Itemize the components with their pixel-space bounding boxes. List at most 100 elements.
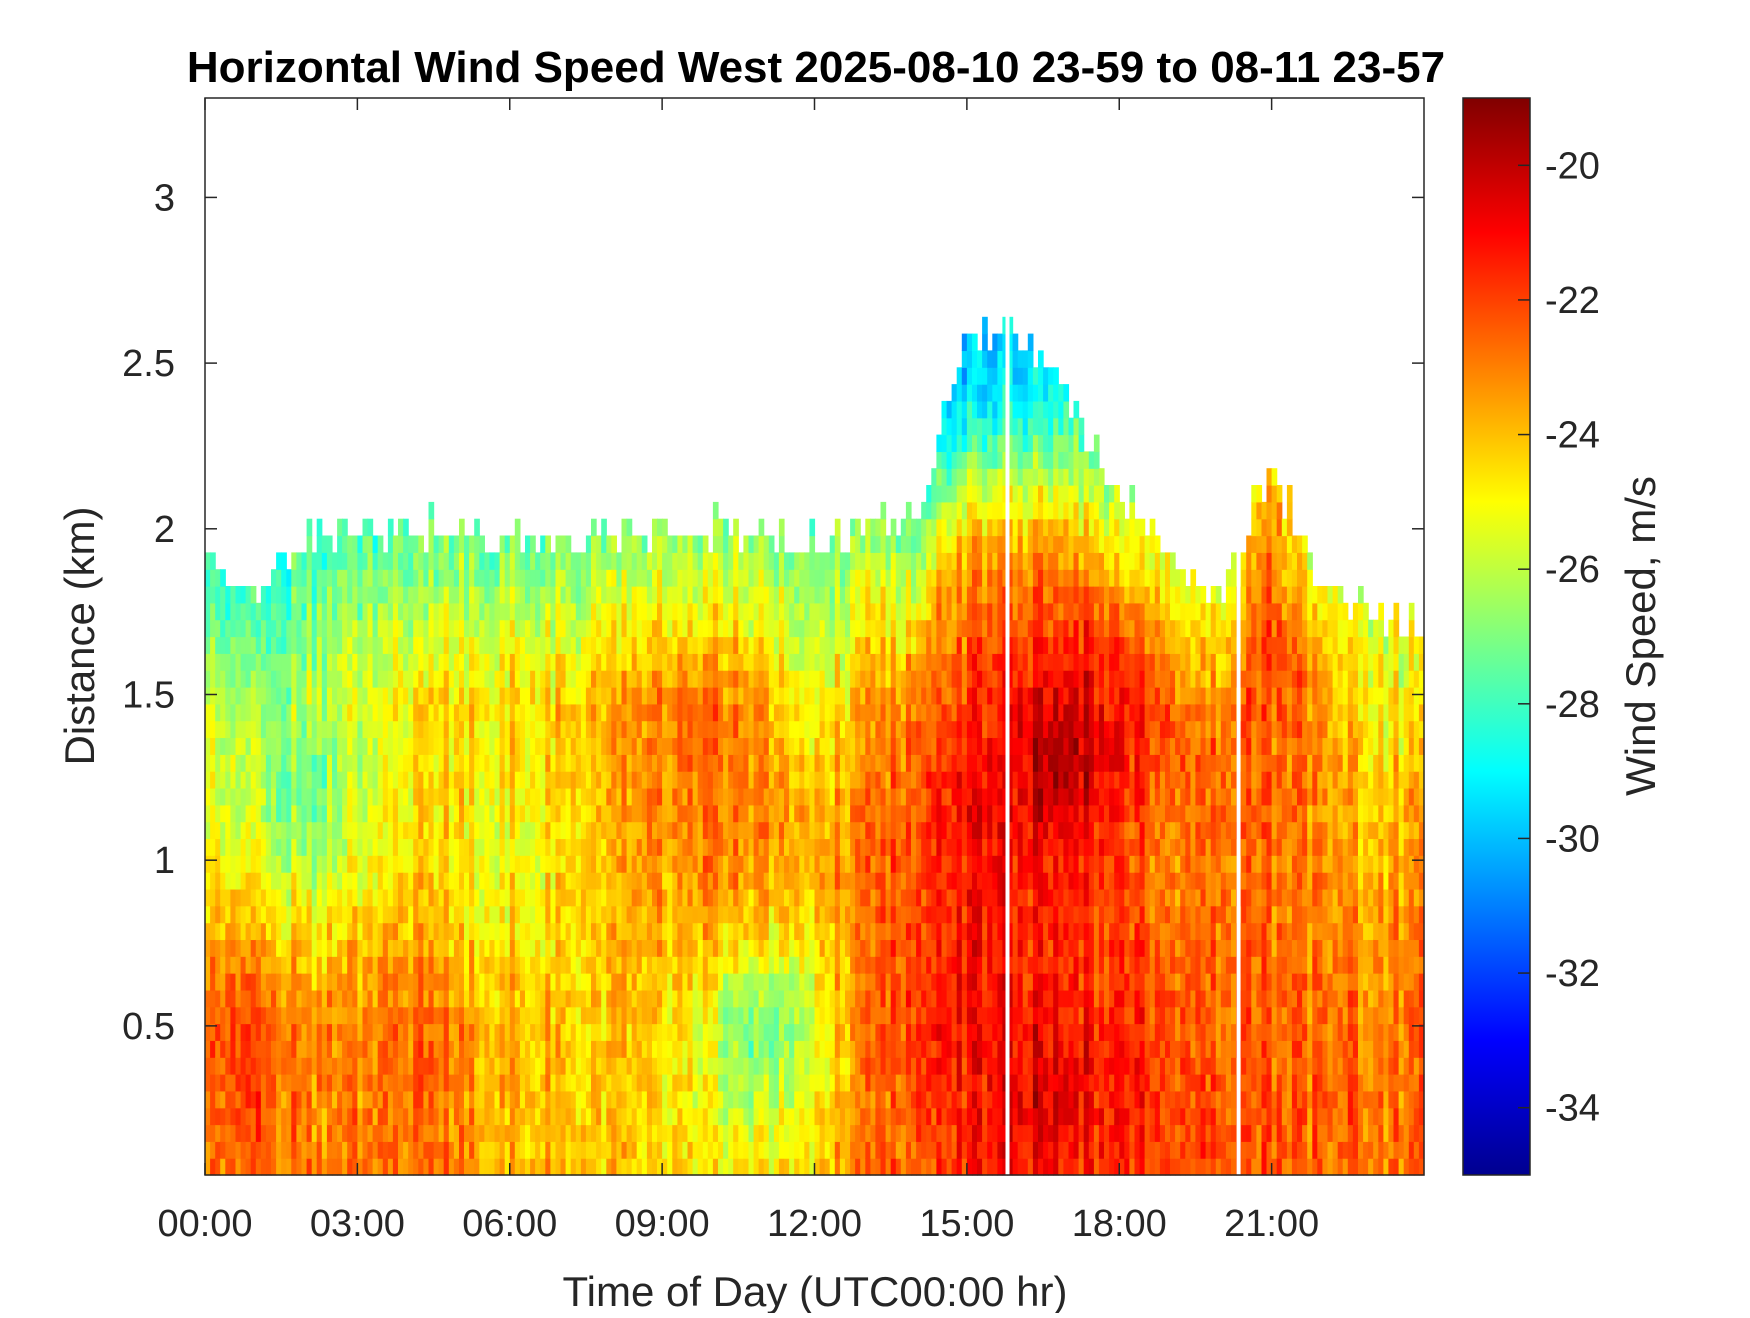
heatmap-cell [845, 754, 851, 772]
heatmap-cell [413, 569, 419, 587]
heatmap-cell [260, 1040, 267, 1058]
heatmap-cell [281, 922, 287, 941]
heatmap-cell [712, 939, 719, 957]
heatmap-cell [265, 602, 272, 621]
heatmap-cell [519, 838, 526, 856]
heatmap-cell [484, 1074, 491, 1092]
heatmap-cell [332, 670, 338, 688]
heatmap-cell [311, 602, 318, 621]
heatmap-cell [855, 602, 861, 621]
heatmap-cell [469, 1090, 475, 1109]
heatmap-cell [514, 754, 521, 772]
heatmap-cell [357, 888, 364, 907]
heatmap-cell [535, 1158, 541, 1176]
heatmap-cell [646, 754, 653, 772]
heatmap-cell [291, 939, 297, 957]
heatmap-cell [205, 939, 211, 957]
heatmap-cell [748, 586, 755, 604]
heatmap-cell [438, 619, 445, 638]
heatmap-cell [657, 905, 663, 924]
heatmap-cell [448, 956, 455, 974]
heatmap-cell [499, 973, 506, 991]
heatmap-cell [570, 1040, 577, 1058]
heatmap-cell [301, 771, 308, 789]
heatmap-cell [692, 619, 699, 638]
heatmap-cell [550, 1040, 557, 1058]
heatmap-cell [276, 569, 282, 587]
heatmap-cell [474, 1158, 480, 1176]
heatmap-cell [357, 872, 364, 890]
heatmap-cell [763, 602, 770, 621]
heatmap-cell [464, 754, 470, 772]
heatmap-cell [469, 771, 475, 789]
heatmap-cell [255, 1124, 262, 1142]
heatmap-cell [672, 1090, 678, 1109]
heatmap-cell [240, 1006, 247, 1025]
heatmap-cell [245, 737, 252, 755]
heatmap-cell [616, 602, 623, 621]
heatmap-cell [702, 1141, 709, 1159]
heatmap-cell [641, 1023, 648, 1041]
heatmap-cell [697, 939, 704, 957]
heatmap-cell [469, 720, 475, 739]
heatmap-cell [824, 653, 831, 671]
heatmap-cell [829, 1006, 836, 1025]
heatmap-cell [514, 1006, 521, 1025]
heatmap-cell [728, 1040, 734, 1058]
heatmap-cell [545, 653, 551, 671]
heatmap-cell [596, 1023, 602, 1041]
heatmap-cell [687, 737, 694, 755]
heatmap-cell [845, 687, 851, 705]
heatmap-cell [575, 687, 582, 705]
heatmap-cell [753, 586, 760, 604]
heatmap-cell [311, 1074, 318, 1092]
heatmap-cell [855, 670, 861, 688]
heatmap-cell [474, 569, 480, 587]
heatmap-cell [621, 535, 628, 553]
heatmap-cell [631, 703, 638, 722]
heatmap-cell [652, 636, 658, 654]
heatmap-cell [804, 687, 810, 705]
heatmap-cell [733, 855, 739, 873]
heatmap-cell [347, 602, 353, 621]
heatmap-cell [834, 569, 841, 587]
heatmap-cell [560, 1090, 567, 1109]
heatmap-cell [357, 973, 364, 991]
heatmap-cell [860, 888, 866, 907]
heatmap-cell [733, 922, 739, 941]
heatmap-cell [850, 518, 856, 537]
heatmap-cell [245, 872, 252, 890]
heatmap-cell [367, 687, 374, 705]
heatmap-cell [860, 989, 866, 1008]
heatmap-cell [428, 1124, 435, 1142]
heatmap-cell [834, 535, 841, 553]
heatmap-cell [570, 703, 577, 722]
heatmap-cell [870, 1124, 877, 1142]
heatmap-cell [514, 956, 521, 974]
heatmap-cell [575, 754, 582, 772]
heatmap-cell [519, 754, 526, 772]
heatmap-cell [626, 788, 633, 806]
heatmap-cell [418, 804, 424, 823]
heatmap-cell [626, 1057, 633, 1075]
heatmap-cell [596, 838, 602, 856]
heatmap-cell [377, 905, 384, 924]
heatmap-cell [839, 1124, 846, 1142]
heatmap-cell [606, 552, 612, 570]
heatmap-cell [509, 838, 516, 856]
heatmap-cell [662, 586, 668, 604]
heatmap-cell [555, 1090, 562, 1109]
heatmap-cell [631, 973, 638, 991]
heatmap-cell [479, 1124, 485, 1142]
heatmap-cell [733, 1057, 739, 1075]
heatmap-cell [321, 653, 328, 671]
heatmap-cell [799, 619, 805, 638]
heatmap-cell [672, 653, 678, 671]
heatmap-cell [215, 653, 221, 671]
heatmap-cell [565, 619, 572, 638]
heatmap-cell [784, 653, 790, 671]
heatmap-cell [448, 1057, 455, 1075]
heatmap-cell [514, 653, 521, 671]
heatmap-cell [230, 602, 237, 621]
heatmap-cell [738, 804, 744, 823]
